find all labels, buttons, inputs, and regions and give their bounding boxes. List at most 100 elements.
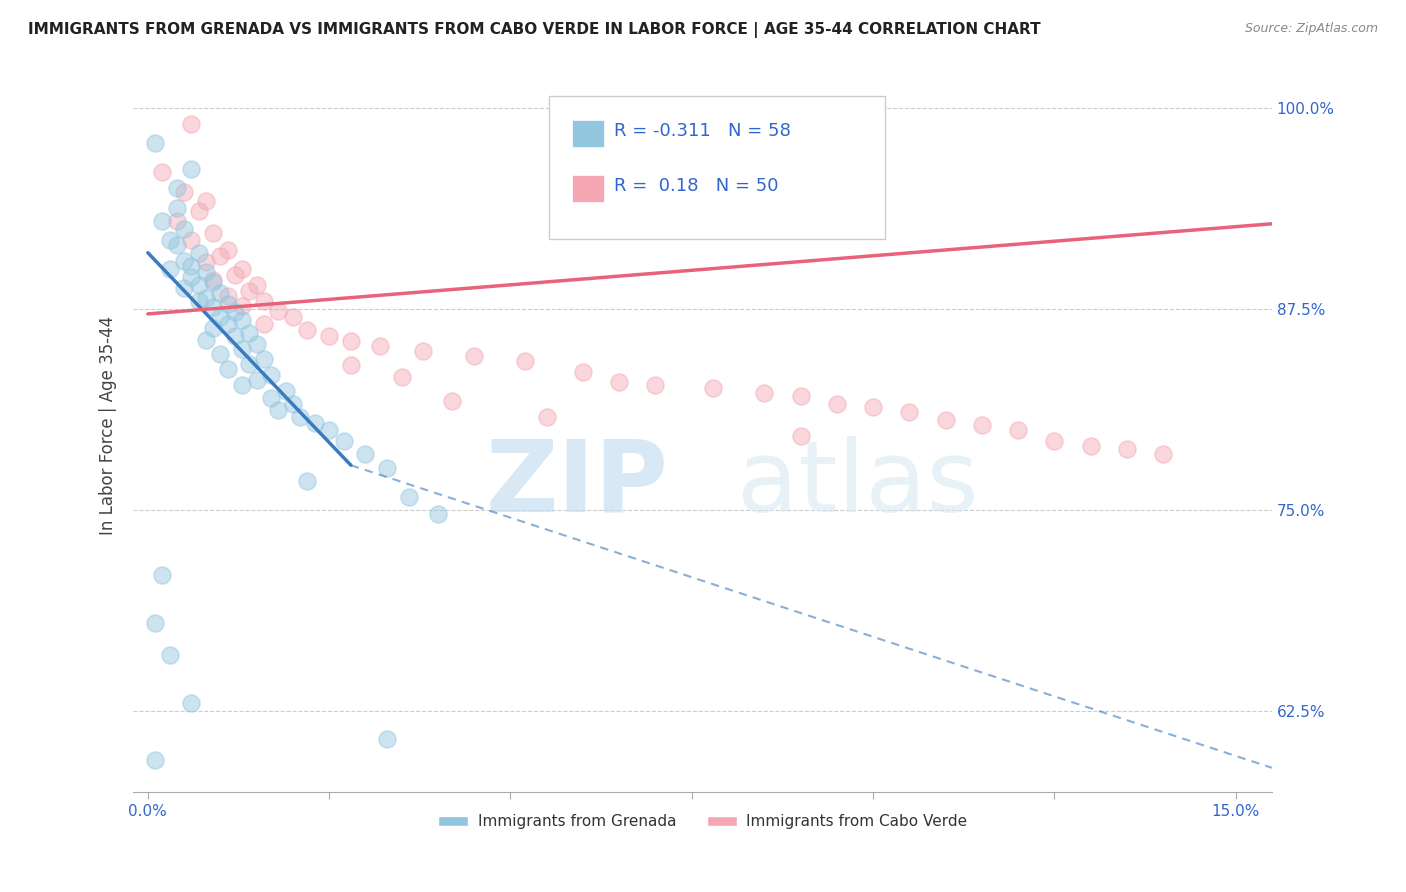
Text: ZIP: ZIP <box>485 436 668 533</box>
Point <box>304 417 326 431</box>
Point <box>789 389 811 403</box>
Point <box>426 507 449 521</box>
Point <box>194 333 217 347</box>
Point <box>180 117 202 131</box>
Point <box>825 397 848 411</box>
Point <box>180 162 202 177</box>
Point <box>375 731 398 746</box>
Point <box>231 343 253 357</box>
Point <box>187 203 209 218</box>
Point <box>180 259 202 273</box>
Point <box>391 369 413 384</box>
Point <box>246 337 269 351</box>
Point <box>143 136 166 151</box>
Point <box>224 329 246 343</box>
Point <box>224 268 246 283</box>
Y-axis label: In Labor Force | Age 35-44: In Labor Force | Age 35-44 <box>100 317 117 535</box>
Point <box>281 310 304 325</box>
Point <box>202 301 225 315</box>
Point <box>441 393 464 408</box>
Point <box>159 261 181 276</box>
Point <box>209 310 232 325</box>
Point <box>513 353 536 368</box>
Point <box>970 417 993 432</box>
Point <box>217 243 239 257</box>
Point <box>1152 447 1174 461</box>
Point <box>1043 434 1066 448</box>
Text: R = -0.311   N = 58: R = -0.311 N = 58 <box>614 122 790 140</box>
Point <box>209 249 232 263</box>
Point <box>173 221 195 235</box>
Point <box>368 339 391 353</box>
Point <box>180 233 202 247</box>
Point <box>354 447 377 461</box>
Point <box>217 361 239 376</box>
Point <box>267 303 290 318</box>
Point <box>166 237 188 252</box>
Point <box>159 648 181 662</box>
Point <box>1007 423 1029 437</box>
Point <box>143 615 166 630</box>
Point <box>572 365 595 379</box>
Point <box>217 317 239 331</box>
Point <box>217 289 239 303</box>
Point <box>194 194 217 209</box>
Point <box>246 277 269 292</box>
Text: Source: ZipAtlas.com: Source: ZipAtlas.com <box>1244 22 1378 36</box>
Point <box>180 269 202 284</box>
Point <box>209 347 232 361</box>
Point <box>217 297 239 311</box>
Point <box>202 321 225 335</box>
Point <box>187 277 209 292</box>
Point <box>253 351 276 366</box>
Point <box>224 305 246 319</box>
Point <box>267 403 290 417</box>
Point <box>150 165 173 179</box>
Text: R =  0.18   N = 50: R = 0.18 N = 50 <box>614 177 779 194</box>
Point <box>412 343 434 358</box>
Point <box>789 429 811 443</box>
Point <box>332 434 354 448</box>
Point <box>375 461 398 475</box>
Text: atlas: atlas <box>737 436 979 533</box>
Point <box>754 385 776 400</box>
Point <box>340 334 363 349</box>
Point <box>150 213 173 227</box>
Point <box>166 201 188 215</box>
Point <box>187 245 209 260</box>
Point <box>202 273 225 287</box>
Point <box>260 391 283 405</box>
Point <box>260 368 283 382</box>
Point <box>173 281 195 295</box>
Point <box>238 326 260 341</box>
Point <box>202 227 225 241</box>
Point <box>297 323 319 337</box>
Point <box>194 291 217 305</box>
Point <box>150 567 173 582</box>
Point <box>644 377 666 392</box>
Point <box>231 313 253 327</box>
Point <box>180 697 202 711</box>
Point <box>398 491 420 505</box>
Point <box>194 265 217 279</box>
Point <box>231 299 253 313</box>
Point <box>281 397 304 411</box>
Point <box>274 384 297 399</box>
FancyBboxPatch shape <box>548 96 884 239</box>
Point <box>143 753 166 767</box>
Point <box>238 285 260 299</box>
Point <box>159 233 181 247</box>
Point <box>173 185 195 199</box>
Point <box>187 293 209 308</box>
Point <box>231 377 253 392</box>
Point <box>166 181 188 195</box>
Point <box>1115 442 1137 456</box>
Point <box>253 317 276 331</box>
Point <box>536 409 558 424</box>
Point <box>253 293 276 308</box>
Point <box>194 255 217 269</box>
Legend: Immigrants from Grenada, Immigrants from Cabo Verde: Immigrants from Grenada, Immigrants from… <box>432 808 973 836</box>
Point <box>702 381 724 395</box>
Point <box>935 413 957 427</box>
Point <box>231 261 253 276</box>
